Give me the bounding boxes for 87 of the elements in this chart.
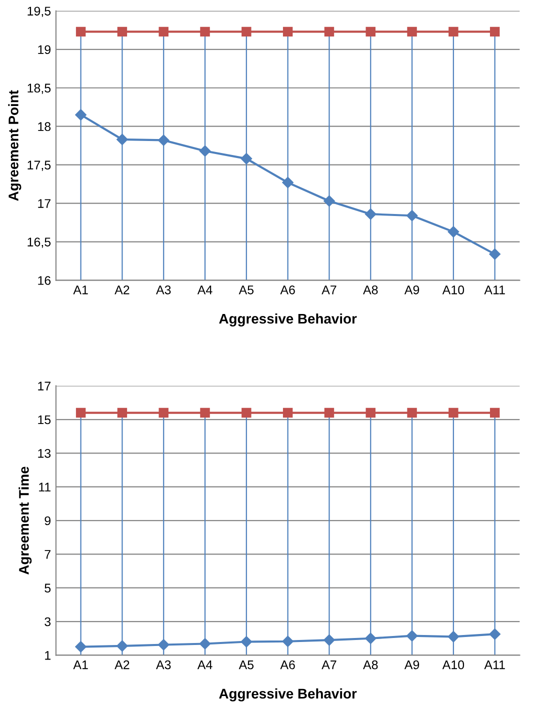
x-axis-title: Aggressive Behavior xyxy=(219,688,357,702)
x-tick-label: A10 xyxy=(442,660,464,670)
point xyxy=(366,26,376,37)
point xyxy=(406,630,418,642)
y-tick-label: 17,5 xyxy=(28,160,51,171)
point xyxy=(75,641,86,652)
point xyxy=(490,26,500,37)
x-tick-label: A3 xyxy=(156,660,171,670)
y-axis-title: Agreement Point xyxy=(8,90,22,201)
point xyxy=(324,634,335,646)
point xyxy=(158,408,168,418)
x-tick-label: A2 xyxy=(114,660,130,670)
point xyxy=(76,26,86,37)
point xyxy=(242,408,252,418)
x-tick-label: A5 xyxy=(238,286,254,294)
point xyxy=(324,26,334,37)
point xyxy=(490,408,500,418)
x-tick-label: A6 xyxy=(280,285,295,294)
point xyxy=(116,640,128,652)
x-tick-label: A7 xyxy=(322,660,336,670)
point xyxy=(448,631,460,642)
point xyxy=(158,639,170,650)
x-tick-label: A8 xyxy=(363,660,378,670)
point xyxy=(200,408,210,418)
x-axis-title: Aggressive Behavior xyxy=(219,313,357,326)
x-tick-label: A10 xyxy=(442,285,464,294)
y-tick-label: 19 xyxy=(38,45,51,54)
y-tick-label: 9 xyxy=(44,516,51,526)
y-tick-label: 11 xyxy=(39,482,50,492)
point xyxy=(282,408,293,418)
y-tick-label: 16 xyxy=(38,276,51,285)
x-tick-label: A3 xyxy=(156,285,171,294)
point xyxy=(324,408,334,418)
point xyxy=(117,26,128,37)
x-tick-label: A11 xyxy=(484,660,505,670)
point xyxy=(282,636,294,647)
x-tick-label: A4 xyxy=(197,660,212,670)
point xyxy=(240,636,252,648)
y-tick-label: 18,5 xyxy=(28,84,51,94)
point xyxy=(489,628,500,640)
x-tick-label: A6 xyxy=(280,660,295,670)
x-tick-label: A2 xyxy=(114,285,130,294)
point xyxy=(158,26,168,37)
point xyxy=(240,153,252,164)
y-tick-label: 3 xyxy=(44,617,51,626)
point xyxy=(199,145,211,157)
y-tick-label: 13 xyxy=(38,448,51,458)
x-tick-label: A11 xyxy=(484,286,505,294)
point xyxy=(199,638,211,650)
y-tick-label: 19,5 xyxy=(28,6,51,18)
point xyxy=(282,176,294,188)
y-tick-label: 17 xyxy=(38,382,50,390)
x-tick-label: A1 xyxy=(73,286,88,294)
point xyxy=(448,226,460,238)
x-tick-label: A9 xyxy=(404,285,420,294)
point xyxy=(366,408,376,418)
y-tick-label: 18 xyxy=(38,122,51,132)
x-tick-label: A9 xyxy=(404,660,420,670)
point xyxy=(365,208,376,220)
x-tick-label: A5 xyxy=(238,660,254,670)
y-axis-title: Agreement Time xyxy=(18,466,32,574)
y-tick-label: 1 xyxy=(45,651,50,660)
point xyxy=(324,195,335,207)
x-tick-label: A7 xyxy=(322,286,336,294)
point xyxy=(75,109,86,120)
point xyxy=(365,632,376,644)
point xyxy=(406,210,418,222)
y-tick-label: 17 xyxy=(38,199,50,208)
x-tick-label: A8 xyxy=(363,285,378,294)
point xyxy=(200,26,210,37)
x-tick-label: A4 xyxy=(197,286,212,294)
y-tick-label: 7 xyxy=(44,550,50,559)
point xyxy=(116,134,128,146)
point xyxy=(282,26,293,37)
point xyxy=(489,248,500,260)
point xyxy=(158,134,170,146)
point xyxy=(448,26,458,37)
point xyxy=(407,408,417,418)
point xyxy=(117,408,128,418)
point xyxy=(76,408,86,418)
point xyxy=(242,26,252,37)
point xyxy=(448,408,458,418)
x-tick-label: A1 xyxy=(73,660,88,670)
y-tick-label: 16,5 xyxy=(28,238,51,248)
y-tick-label: 5 xyxy=(44,584,51,593)
y-tick-label: 15 xyxy=(38,415,51,424)
point xyxy=(407,26,417,37)
